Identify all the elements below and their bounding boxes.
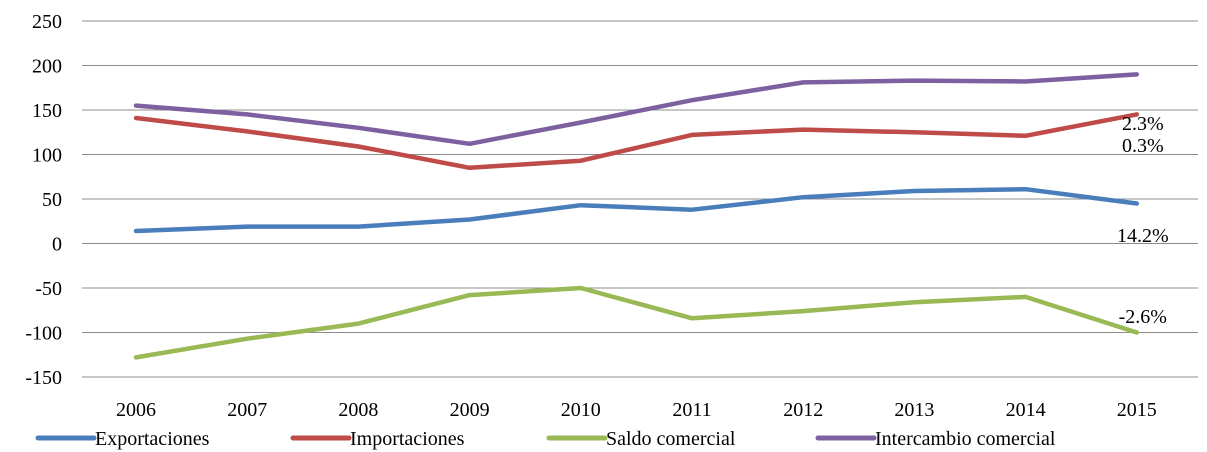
legend: Exportaciones Importaciones Saldo comercia… [35, 428, 1056, 450]
x-tick-label: 2007 [227, 399, 267, 421]
legend-label-importaciones: Importaciones [350, 428, 465, 450]
series-line-importaciones [133, 112, 1140, 171]
series-line-intercambio-comercial [133, 72, 1140, 147]
end-label-importaciones: 0.3% [1122, 135, 1164, 157]
grid-layer [82, 20, 1198, 378]
y-tick-label: 150 [32, 100, 62, 122]
end-labels: 14.2% 0.3% -2.6% 2.3% [1117, 113, 1169, 328]
x-tick-label: 2009 [450, 399, 490, 421]
end-label-intercambio-comercial: 2.3% [1122, 113, 1164, 135]
y-tick-label: -100 [25, 323, 62, 345]
y-tick-label: 200 [32, 56, 62, 78]
legend-label-intercambio-comercial: Intercambio comercial [875, 428, 1056, 450]
y-axis-ticks: -150 -100 -50 0 50 100 150 200 250 [25, 11, 62, 389]
x-tick-label: 2014 [1006, 399, 1046, 421]
series-line-saldo-comercial [133, 285, 1140, 360]
y-tick-label: -150 [25, 367, 62, 389]
x-tick-label: 2010 [561, 399, 601, 421]
x-axis-ticks: 2006 2007 2008 2009 2010 2011 2012 2013 2014 2015 [116, 399, 1157, 421]
y-tick-label: 100 [32, 145, 62, 167]
x-tick-label: 2013 [894, 399, 934, 421]
end-label-saldo-comercial: -2.6% [1119, 306, 1167, 328]
legend-label-saldo-comercial: Saldo comercial [606, 428, 736, 450]
y-tick-label: 50 [42, 189, 62, 211]
legend-label-exportaciones: Exportaciones [95, 428, 210, 450]
x-tick-label: 2006 [116, 399, 156, 421]
x-tick-label: 2012 [783, 399, 823, 421]
x-tick-label: 2008 [338, 399, 378, 421]
y-tick-label: 0 [52, 234, 62, 256]
end-label-exportaciones: 14.2% [1117, 225, 1169, 247]
x-tick-label: 2015 [1117, 399, 1157, 421]
series-layer [133, 72, 1140, 360]
series-line-exportaciones [133, 186, 1140, 234]
x-tick-label: 2011 [672, 399, 711, 421]
y-tick-label: -50 [35, 278, 62, 300]
y-tick-label: 250 [32, 11, 62, 33]
